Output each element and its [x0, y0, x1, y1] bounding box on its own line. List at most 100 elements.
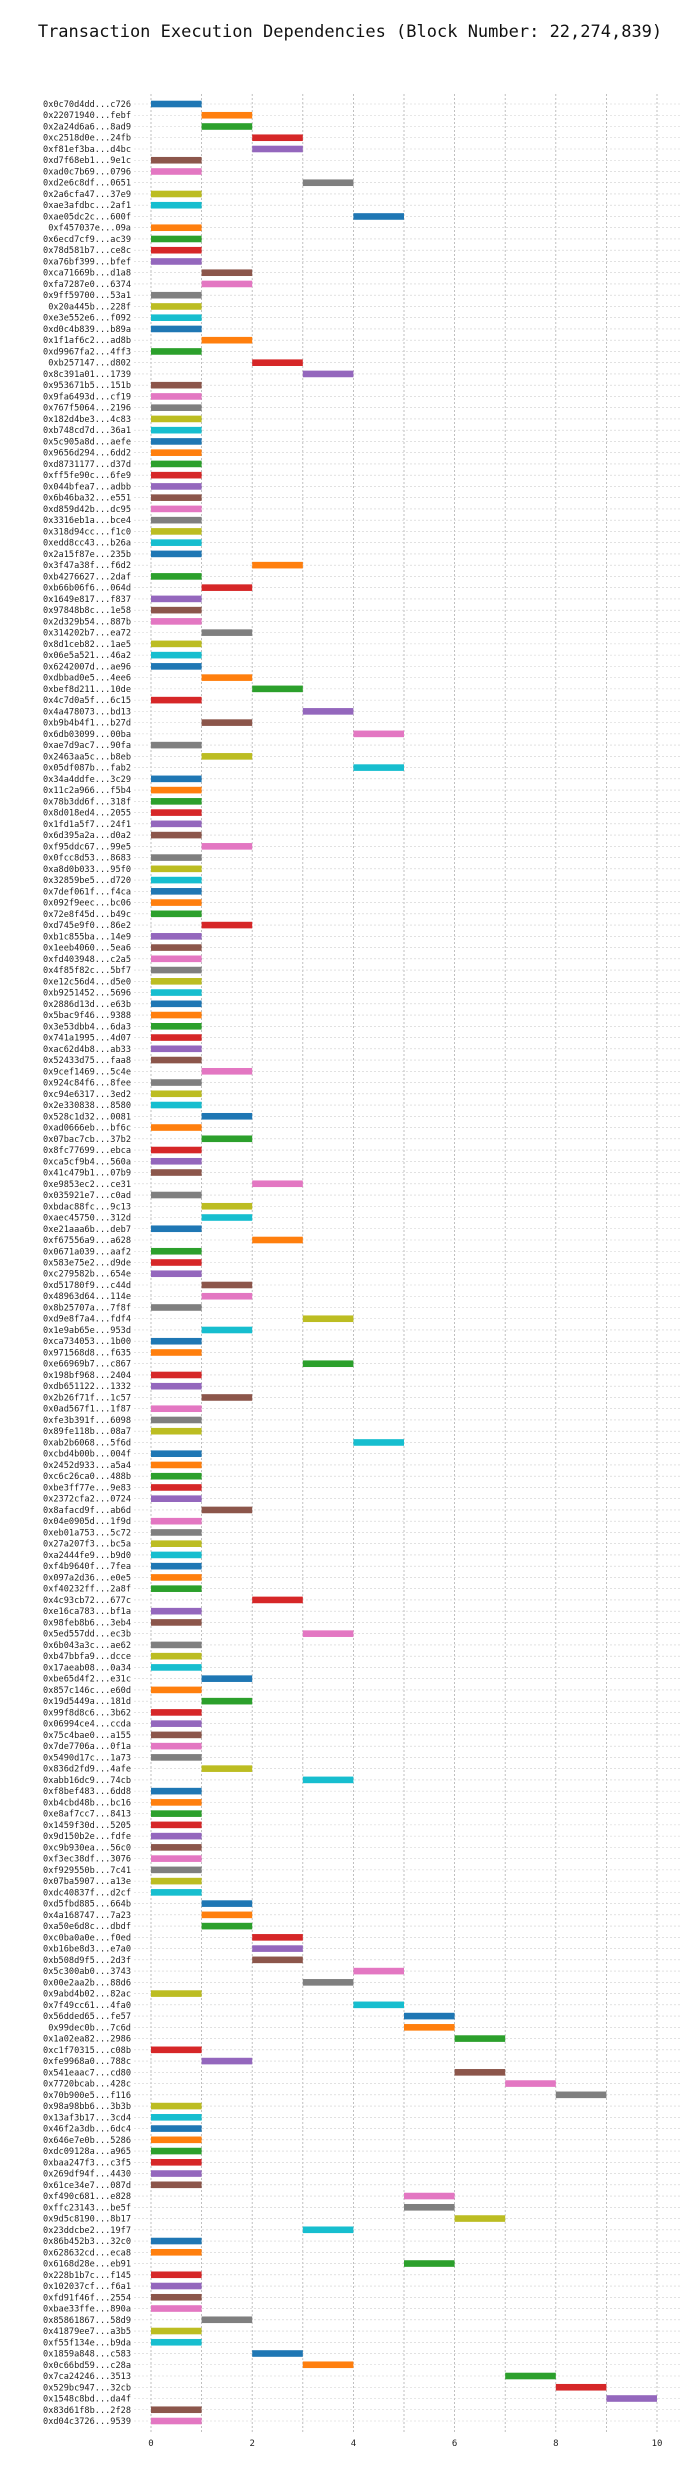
bar [151, 471, 202, 479]
bar [151, 1787, 202, 1795]
bar [151, 2114, 202, 2121]
y-tick-label: 0xac62d4b8...ab33 [43, 1045, 131, 1055]
bar [151, 258, 202, 265]
y-tick-label: 0x2886d13d...e63b [43, 1000, 131, 1010]
y-tick-label: 0x7ca24246...3513 [43, 2372, 131, 2382]
bar [201, 1900, 253, 1907]
bar [151, 528, 202, 535]
y-tick-label: 0x198bf968...2404 [43, 1371, 131, 1381]
y-tick-label: 0x52433d75...faa8 [43, 1056, 131, 1066]
bar [151, 966, 202, 974]
y-tick-label: 0xcbd4b00b...004f [43, 1450, 131, 1460]
bar [151, 1821, 202, 1829]
bar [151, 595, 202, 603]
bar [151, 415, 202, 423]
y-tick-label: 0x48963d64...114e [43, 1292, 131, 1302]
y-tick-label: 0x83d61f8b...2f28 [43, 2406, 131, 2416]
bar [151, 1855, 202, 1862]
bar [151, 910, 202, 918]
bar [151, 460, 202, 468]
bar [302, 708, 354, 715]
bar [151, 2417, 202, 2425]
y-tick-label: 0x1459f30d...5205 [43, 1821, 131, 1831]
bar [404, 2203, 455, 2211]
y-tick-label: 0xd8731177...d37d [43, 460, 131, 470]
y-tick-label: 0x75c4bae0...a155 [43, 1731, 131, 1741]
bar [201, 1675, 253, 1682]
bar [151, 2327, 202, 2335]
bar [302, 370, 354, 378]
y-tick-label: 0xfd403948...c2a5 [43, 955, 131, 965]
y-tick-label: 0x78d581b7...ce8c [43, 246, 131, 256]
bar [201, 584, 253, 591]
x-tick-label: 6 [452, 2439, 457, 2449]
bar [151, 2125, 202, 2132]
bar [252, 1180, 303, 1188]
y-tick-label: 0xd859d42b...dc95 [43, 505, 131, 515]
bar [151, 1484, 202, 1491]
bar [151, 2282, 202, 2290]
y-tick-label: 0xe21aaa6b...deb7 [43, 1225, 131, 1235]
y-tick-label: 0x8b25707a...7f8f [43, 1303, 131, 1313]
y-tick-label: 0xdc40837f...d2cf [43, 1888, 131, 1898]
bar [151, 955, 202, 963]
y-tick-label: 0xb257147...d802 [48, 359, 131, 369]
y-tick-label: 0x1649e817...f837 [43, 595, 131, 605]
y-tick-label: 0xb16be8d3...e7a0 [43, 1945, 131, 1955]
y-tick-label: 0x8d1ceb82...1ae5 [43, 640, 131, 650]
bar [151, 1191, 202, 1199]
y-tick-label: 0xae7d9ac7...90fa [43, 741, 131, 751]
y-tick-label: 0x5bac9f46...9388 [43, 1011, 131, 1021]
y-tick-label: 0x20a445b...228f [48, 302, 131, 312]
y-tick-label: 0xf929550b...7c41 [43, 1866, 131, 1876]
bar [353, 2001, 404, 2009]
y-tick-label: 0xf457037e...09a [48, 224, 131, 234]
y-tick-label: 0xedd8cc43...b26a [43, 539, 131, 549]
bar [151, 1607, 202, 1615]
y-tick-label: 0xbdac88fc...9c13 [43, 1202, 131, 1212]
bar [151, 246, 202, 254]
y-tick-label: 0xfa7287e0...6374 [43, 280, 131, 290]
bar [151, 505, 202, 513]
y-tick-label: 0x07bac7cb...37b2 [43, 1135, 131, 1145]
bar [201, 336, 253, 344]
bar [151, 201, 202, 209]
y-tick-label: 0xca71669b...d1a8 [43, 269, 131, 279]
bar [454, 2215, 506, 2222]
y-tick-label: 0xc279582b...654e [43, 1270, 131, 1280]
y-tick-label: 0x7def061f...f4ca [43, 887, 131, 897]
bar [151, 1641, 202, 1649]
y-tick-label: 0x9fa6493d...cf19 [43, 392, 131, 402]
y-tick-label: 0xb9b4b4f1...b27d [43, 719, 131, 729]
bar [151, 1742, 202, 1750]
bar [151, 1495, 202, 1502]
y-tick-label: 0xf67556a9...a628 [43, 1236, 131, 1246]
y-tick-label: 0x04e0905d...1f9d [43, 1517, 131, 1527]
y-tick-label: 0xd9967fa2...4ff3 [43, 347, 131, 357]
bar [151, 1574, 202, 1581]
bar [252, 1236, 303, 1244]
y-tick-label: 0x5490d17c...1a73 [43, 1753, 131, 1763]
y-tick-label: 0xf8bef483...6dd8 [43, 1787, 131, 1797]
bar [151, 1337, 202, 1345]
bar [201, 1765, 253, 1772]
y-tick-label: 0xd7f68eb1...9e1c [43, 156, 131, 166]
bar [201, 1202, 253, 1210]
y-tick-label: 0x8fc77699...ebca [43, 1146, 131, 1156]
y-tick-label: 0xd9e8f7a4...fdf4 [43, 1315, 131, 1325]
y-tick-label: 0xd2e6c8df...0651 [43, 179, 131, 189]
bar [302, 2226, 354, 2234]
bars [151, 100, 657, 2425]
bar [151, 1225, 202, 1233]
bar [151, 168, 202, 175]
bar [151, 2147, 202, 2155]
y-tick-label: 0xc2518d0e...24fb [43, 134, 131, 144]
y-tick-label: 0x1f1af6c2...ad8b [43, 336, 131, 346]
y-tick-label: 0xfe3b391f...6098 [43, 1416, 131, 1426]
bar [151, 1169, 202, 1176]
y-tick-labels: 0x0c70d4dd...c7260x22071940...febf0x2a24… [43, 100, 131, 2427]
bar [151, 1686, 202, 1694]
bar [151, 899, 202, 906]
bar [151, 190, 202, 198]
y-tick-label: 0x2463aa5c...b8eb [43, 752, 131, 762]
